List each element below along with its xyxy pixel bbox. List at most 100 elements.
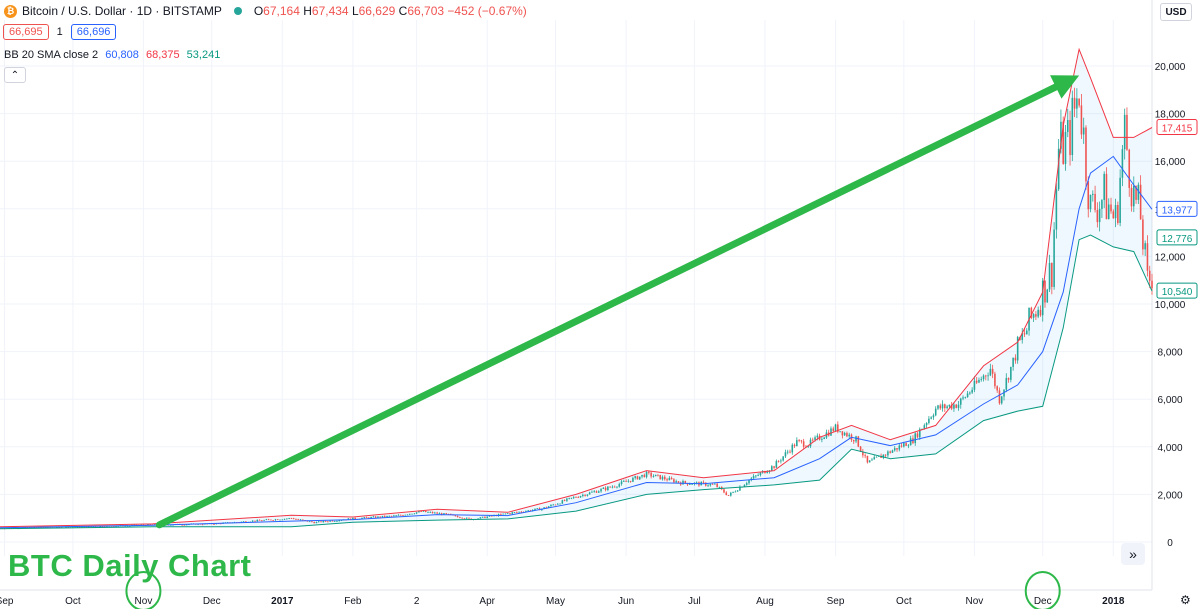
candle xyxy=(654,474,657,477)
candle xyxy=(245,521,247,523)
bb-lower-value: 53,241 xyxy=(186,49,221,61)
candle xyxy=(964,397,967,398)
candle xyxy=(730,492,732,496)
candle xyxy=(923,425,926,429)
candle xyxy=(996,386,998,391)
candle xyxy=(837,424,839,432)
candle xyxy=(689,484,691,485)
x-tick-label: 2 xyxy=(414,596,420,607)
candle xyxy=(1123,114,1126,150)
candle xyxy=(272,520,274,521)
bollinger-legend[interactable]: BB 20 SMA close 2 60,808 68,375 53,241 xyxy=(4,49,220,61)
candle xyxy=(780,460,782,462)
candle xyxy=(554,504,557,506)
close-key: C xyxy=(398,4,408,18)
candle xyxy=(973,380,976,390)
candle xyxy=(550,504,552,507)
candle xyxy=(723,489,725,493)
candle xyxy=(1098,208,1101,223)
open-key: O xyxy=(253,4,264,18)
bb-lower-line xyxy=(0,234,1153,530)
symbol-title[interactable]: Bitcoin / U.S. Dollar · 1D · BITSTAMP xyxy=(22,4,222,18)
x-tick-label: Oct xyxy=(65,596,81,607)
candle xyxy=(1032,314,1035,318)
sell-price-button[interactable]: 66,695 xyxy=(3,24,49,40)
price-label-basis xyxy=(1156,200,1198,217)
candle xyxy=(1085,127,1087,182)
candle xyxy=(311,521,313,523)
candle xyxy=(691,484,693,485)
x-tick-label: Dec xyxy=(1034,596,1052,607)
candle xyxy=(340,520,343,522)
x-tick-label: Jun xyxy=(618,596,634,607)
candle xyxy=(616,486,618,488)
candle xyxy=(1132,185,1135,207)
candle xyxy=(420,511,422,513)
candle xyxy=(461,517,463,519)
candle xyxy=(338,520,341,522)
candle xyxy=(786,451,789,453)
candle xyxy=(695,482,698,484)
candle xyxy=(297,519,300,520)
candle xyxy=(213,524,215,525)
candle xyxy=(113,526,115,528)
candle xyxy=(381,515,384,518)
trade-prices: 66,695 1 66,696 xyxy=(3,24,117,40)
candle xyxy=(898,445,901,450)
candle xyxy=(643,474,646,478)
candle xyxy=(900,445,903,447)
candle xyxy=(745,483,748,485)
candle xyxy=(354,517,356,519)
candle xyxy=(1151,280,1153,289)
candle xyxy=(586,494,589,496)
x-tick-label: Feb xyxy=(344,596,362,607)
candle xyxy=(579,495,582,498)
candle xyxy=(315,521,318,524)
y-tick-label: 10,000 xyxy=(1155,300,1186,311)
candle xyxy=(627,480,630,482)
candle xyxy=(1076,98,1078,109)
candle xyxy=(766,472,769,474)
y-tick-label: 18,000 xyxy=(1155,110,1186,121)
y-tick-label: 6,000 xyxy=(1157,395,1182,406)
x-tick-label: Nov xyxy=(135,596,153,607)
x-tick-label: Jul xyxy=(688,596,701,607)
candle xyxy=(859,446,862,452)
collapse-legend-button[interactable]: ⌃ xyxy=(4,67,26,83)
candle xyxy=(572,497,575,498)
candle xyxy=(525,511,527,513)
candle xyxy=(185,524,188,526)
candle xyxy=(652,476,655,477)
candle xyxy=(1148,270,1151,281)
candle xyxy=(950,404,953,409)
gear-icon[interactable]: ⚙ xyxy=(1180,593,1191,607)
candle xyxy=(465,517,468,519)
candle xyxy=(242,521,245,523)
candle xyxy=(320,521,322,523)
candle xyxy=(1025,330,1028,335)
candle xyxy=(283,518,286,520)
candle xyxy=(1035,314,1037,317)
candle xyxy=(955,404,958,408)
y-tick-label: 0 xyxy=(1167,538,1173,549)
dec-highlight-circle xyxy=(1024,571,1061,609)
candle xyxy=(502,513,504,515)
candle xyxy=(629,480,632,482)
candle xyxy=(302,519,304,521)
candle xyxy=(1087,181,1090,210)
candle xyxy=(1101,199,1103,209)
candle xyxy=(953,404,955,409)
candle xyxy=(44,527,47,528)
candle xyxy=(288,518,290,519)
candle xyxy=(336,520,338,522)
candle xyxy=(873,457,876,460)
candle xyxy=(1094,193,1096,210)
scroll-to-realtime-button[interactable]: » xyxy=(1121,543,1145,565)
candle xyxy=(1005,378,1008,390)
candle xyxy=(1078,98,1080,106)
candle xyxy=(823,437,825,439)
currency-button[interactable]: USD xyxy=(1160,3,1192,21)
candle xyxy=(566,498,568,501)
buy-price-button[interactable]: 66,696 xyxy=(70,24,117,40)
